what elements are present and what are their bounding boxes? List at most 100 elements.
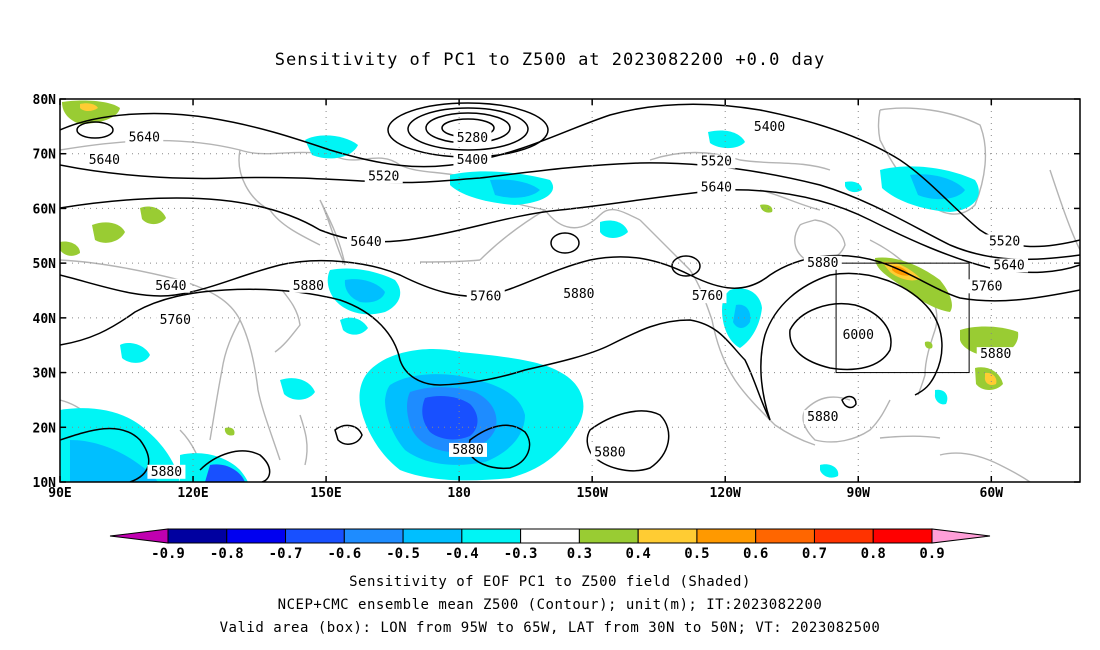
contour-label: 5280 (457, 131, 488, 146)
contour-label: 5400 (754, 120, 785, 135)
colorbar-bin (696, 528, 757, 544)
contour-label: 5880 (452, 443, 483, 458)
colorbar-label: 0.8 (861, 546, 886, 562)
contour-label: 5880 (807, 410, 838, 425)
contour-label-bg (985, 234, 1024, 249)
graticule (60, 99, 1080, 482)
contour-label: 6000 (843, 328, 874, 343)
contour-label: 5400 (457, 153, 488, 168)
y-tick-label: 20N (33, 421, 57, 436)
contour-label: 5640 (701, 180, 732, 195)
contour-label: 5640 (129, 130, 160, 145)
contour-label-bg (839, 328, 878, 343)
axis-ticks: 90E 120E 150E 180 150W 120W 90W 60W 10N 20N 30N 40N… (33, 93, 1080, 501)
colorbar-right-arrow (931, 528, 991, 544)
x-tick-label: 150W (577, 486, 608, 501)
x-tick-label: 60W (980, 486, 1004, 501)
contour-label: 5640 (993, 259, 1024, 274)
colorbar: -0.9 -0.8 -0.7 -0.6 -0.5 -0.4 -0.3 0.3 0.4 0.5 0.6… (109, 528, 991, 562)
colorbar-label: 0.3 (567, 546, 592, 562)
colorbar-bin (167, 528, 228, 544)
z500-contours (60, 102, 1080, 482)
colorbar-label: -0.6 (327, 546, 361, 562)
contour-label-bg (151, 278, 190, 293)
x-tick-label: 180 (447, 486, 471, 501)
y-tick-label: 50N (33, 257, 57, 272)
colorbar-bin (755, 528, 815, 544)
map-frame (59, 98, 1081, 483)
colorbar-left-arrow (109, 528, 169, 544)
contour-label: 5880 (807, 256, 838, 271)
colorbar-label: 0.4 (626, 546, 651, 562)
contour-label-bg (347, 234, 385, 249)
colorbar-label: -0.9 (151, 546, 185, 562)
colorbar-label: 0.5 (684, 546, 709, 562)
contour-label-bg (156, 313, 195, 328)
y-tick-label: 70N (33, 148, 57, 163)
colorbar-bin (520, 528, 580, 544)
colorbar-label: -0.7 (269, 546, 303, 562)
colorbar-bin (637, 528, 698, 544)
x-tick-label: 90W (847, 486, 871, 501)
contour-label-bg (453, 152, 492, 167)
contour-label-bg (147, 464, 186, 479)
colorbar-label: -0.4 (445, 546, 479, 562)
x-tick-label: 120E (177, 486, 208, 501)
contour-label-bg (449, 442, 487, 457)
contour-label: 5520 (989, 234, 1020, 249)
contour-label-bg (453, 131, 492, 146)
contour-label: 5880 (293, 279, 324, 294)
valid-area-box (835, 262, 970, 374)
contour-label: 5640 (155, 279, 186, 294)
contour-label-bg (364, 169, 403, 184)
caption-line-1: Sensitivity of EOF PC1 to Z500 field (Sh… (349, 574, 751, 590)
contour-label-bg (803, 255, 842, 270)
contour-label-bg (688, 289, 727, 304)
colorbar-bin (813, 528, 874, 544)
colorbar-label: -0.8 (210, 546, 244, 562)
colorbar-bin (285, 528, 345, 544)
colorbar-label: -0.3 (504, 546, 538, 562)
colorbar-label: -0.5 (386, 546, 420, 562)
contour-label-bg (590, 445, 629, 460)
contour-label-bg (976, 347, 1015, 362)
contour-label-bg (803, 410, 842, 425)
contour-label: 5760 (470, 290, 501, 305)
y-tick-label: 10N (33, 476, 57, 491)
contour-label-bg (85, 152, 124, 167)
contour-label: 5760 (692, 289, 723, 304)
y-tick-label: 60N (33, 202, 57, 217)
map-title: Sensitivity of PC1 to Z500 at 2023082200… (274, 50, 826, 70)
contour-label-bg (697, 154, 736, 169)
contour-label: 5760 (971, 279, 1002, 294)
colorbar-bin (226, 528, 287, 544)
y-tick-label: 80N (33, 93, 57, 108)
colorbar-bin (402, 528, 463, 544)
contour-label-bg (967, 279, 1006, 294)
colorbar-label: 0.6 (743, 546, 768, 562)
colorbar-bin (872, 528, 933, 544)
x-tick-label: 90E (48, 486, 71, 501)
contour-label: 5880 (563, 287, 594, 302)
x-tick-label: 150E (310, 486, 341, 501)
contour-label: 5640 (350, 235, 381, 250)
colorbar-label: 0.9 (919, 546, 944, 562)
sensitivity-shading (60, 100, 1019, 482)
x-tick-label: 120W (710, 486, 741, 501)
contour-label-bg (750, 120, 789, 135)
colorbar-bin (461, 528, 522, 544)
contour-label-bg (990, 258, 1029, 273)
colorbar-bin (343, 528, 404, 544)
colorbar-label: 0.7 (802, 546, 827, 562)
y-tick-label: 40N (33, 312, 57, 327)
caption-line-3: Valid area (box): LON from 95W to 65W, L… (219, 620, 881, 636)
colorbar-bin (578, 528, 639, 544)
contour-label: 5880 (980, 347, 1011, 362)
caption-line-2: NCEP+CMC ensemble mean Z500 (Contour); u… (277, 597, 823, 613)
contour-label: 5880 (151, 465, 182, 480)
contour-label: 5640 (89, 153, 120, 168)
contour-label-bg (289, 278, 328, 293)
contour-label: 5880 (594, 446, 625, 461)
contour-labels: 5640 5640 5280 5400 5520 5400 5520 5640 5640 5640… (85, 120, 1029, 480)
